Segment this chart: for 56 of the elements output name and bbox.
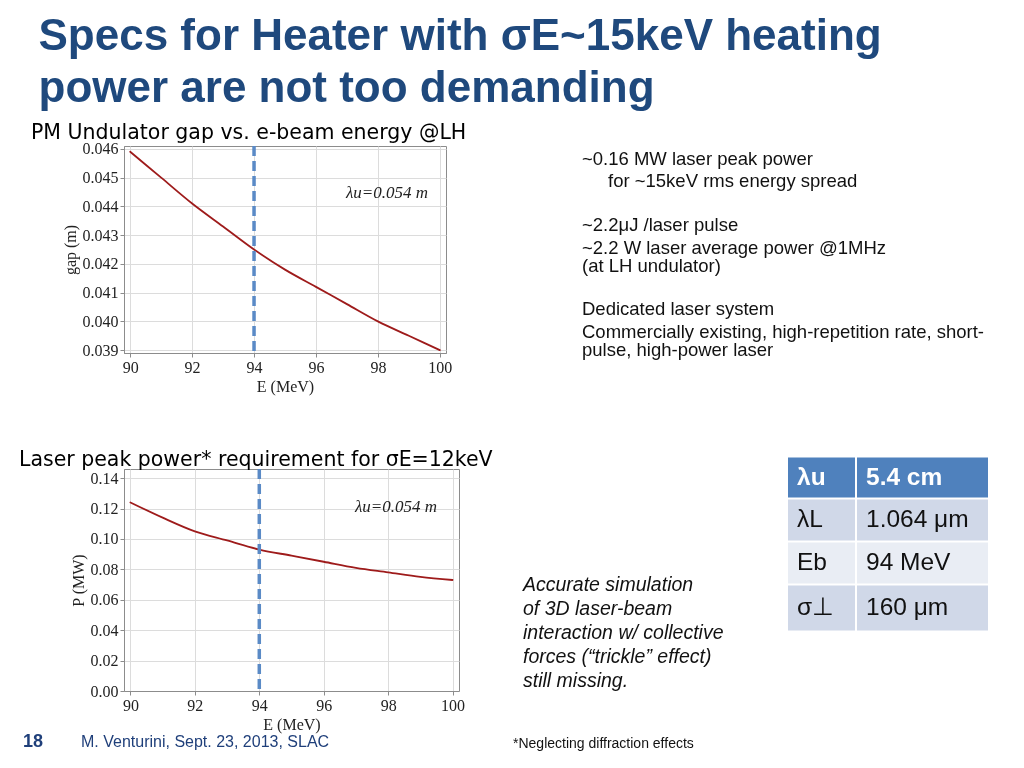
y-tick-label: 0.045 xyxy=(82,169,119,187)
text: M. Venturini, Sept. 23, 2013, SLAC xyxy=(81,733,330,750)
x-tick-label: 90 xyxy=(122,358,139,376)
text: Dedicated laser system xyxy=(582,297,775,319)
text: 18 xyxy=(23,731,44,751)
x-tick-label: 100 xyxy=(441,696,466,714)
y-axis-title: gap (m) xyxy=(61,224,80,276)
y-tick-label: 0.04 xyxy=(90,621,119,639)
y-tick-label: 0.02 xyxy=(90,652,119,670)
text: 5.4 cm xyxy=(866,462,943,490)
text: Accurate simulation of 3D laser-beam interaction w/ collective forces (“trickle” effect) still missing. xyxy=(522,572,724,691)
x-axis-title: E (MeV) xyxy=(263,715,321,734)
annotation: λu=0.054 m xyxy=(344,183,428,202)
line-series xyxy=(129,501,454,581)
x-tick-label: 98 xyxy=(380,696,397,714)
text: 94 MeV xyxy=(866,548,952,575)
y-tick-label: 0.12 xyxy=(90,500,119,518)
text: ~0.16 MW laser peak power xyxy=(582,147,813,169)
x-tick-label: 92 xyxy=(184,358,201,376)
y-tick-label: 0.08 xyxy=(90,560,119,578)
text: for ~15keV rms energy spread xyxy=(608,169,858,191)
text: λu xyxy=(797,462,826,490)
x-tick-label: 96 xyxy=(316,696,333,714)
text: λL xyxy=(797,505,823,532)
text: *Neglecting diffraction effects xyxy=(513,734,694,751)
text: 1.064 μm xyxy=(866,505,969,532)
y-tick-label: 0.14 xyxy=(90,469,119,487)
y-tick-label: 0.043 xyxy=(82,226,119,244)
x-tick-label: 92 xyxy=(187,696,204,714)
text: Eb xyxy=(797,548,827,575)
x-tick-label: 96 xyxy=(308,358,325,376)
y-tick-label: 0.042 xyxy=(82,255,119,273)
y-tick-label: 0.00 xyxy=(90,682,119,700)
x-tick-label: 94 xyxy=(246,358,263,376)
line-series xyxy=(129,150,441,352)
text: Commercially existing, high-repetition rate, short- pulse, high-power laser xyxy=(582,320,985,360)
text: σ⊥ xyxy=(797,593,835,620)
text: ~2.2 W laser average power @1MHz (at LH undulator) xyxy=(582,236,887,276)
text: ~2.2μJ /laser pulse xyxy=(582,213,739,235)
chart-title: Laser peak power* requirement for σE=12keV xyxy=(19,446,493,471)
annotation: λu=0.054 m xyxy=(353,497,437,516)
x-tick-label: 90 xyxy=(122,696,139,714)
y-tick-label: 0.046 xyxy=(82,140,119,158)
text: Specs for Heater with σE~15keV heating power are not too demanding xyxy=(38,9,882,111)
x-tick-label: 98 xyxy=(370,358,387,376)
x-tick-label: 100 xyxy=(428,358,453,376)
x-tick-label: 94 xyxy=(251,696,268,714)
y-tick-label: 0.040 xyxy=(82,312,119,330)
text: 160 μm xyxy=(866,593,949,620)
x-axis-title: E (MeV) xyxy=(256,377,315,396)
y-axis-title: P (MW) xyxy=(69,554,88,607)
y-tick-label: 0.039 xyxy=(82,341,119,359)
y-tick-label: 0.044 xyxy=(82,197,119,215)
y-tick-label: 0.041 xyxy=(82,284,119,302)
y-tick-label: 0.10 xyxy=(90,530,119,548)
y-tick-label: 0.06 xyxy=(90,591,119,609)
